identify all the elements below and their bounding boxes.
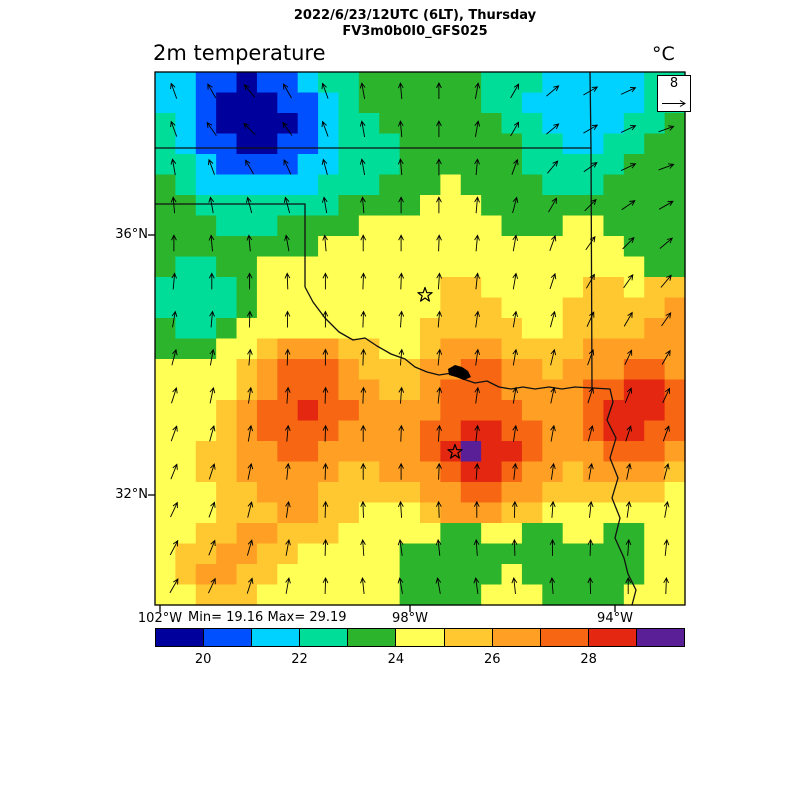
colorbar-segment <box>636 629 685 646</box>
lat-label-36n: 36°N <box>115 227 148 242</box>
colorbar-tick-label: 24 <box>387 652 405 667</box>
colorbar-segment <box>348 629 397 646</box>
lake-marker <box>448 365 471 380</box>
colorbar-segment <box>492 629 541 646</box>
colorbar-segment <box>588 629 637 646</box>
model-name-title: FV3m0b0I0_GFS025 <box>342 24 488 39</box>
lon-label-102w: 102°W <box>137 611 183 626</box>
colorbar <box>155 628 685 647</box>
star-icon <box>417 286 433 302</box>
temperature-field <box>155 72 686 606</box>
wind-reference-value: 8 <box>669 76 679 91</box>
colorbar-segment <box>396 629 445 646</box>
plot-title: 2m temperature <box>153 41 326 65</box>
colorbar-segment <box>252 629 301 646</box>
colorbar-ticks: 20 22 24 26 28 <box>155 652 685 668</box>
run-datetime-title: 2022/6/23/12UTC (6LT), Thursday <box>293 8 537 23</box>
lon-label-94w: 94°W <box>597 611 633 626</box>
star-icon <box>447 443 463 459</box>
colorbar-segment <box>444 629 493 646</box>
colorbar-segment <box>204 629 253 646</box>
map-frame <box>154 71 686 606</box>
lon-label-98w: 98°W <box>392 611 428 626</box>
colorbar-segment <box>156 629 205 646</box>
colorbar-segment <box>540 629 589 646</box>
wind-reference-box: 8 <box>657 75 691 112</box>
wind-arrows <box>169 81 675 595</box>
map-canvas <box>148 71 686 612</box>
colorbar-tick-label: 22 <box>291 652 308 667</box>
min-max-label: Min= 19.16 Max= 29.19 <box>188 610 347 625</box>
colorbar-tick-label: 28 <box>580 652 597 667</box>
lat-label-32n: 32°N <box>115 487 148 502</box>
colorbar-tick-label: 20 <box>194 652 212 667</box>
state-borders <box>155 71 637 606</box>
colorbar-tick-label: 26 <box>483 652 501 667</box>
units-label: °C <box>652 43 675 65</box>
wind-reference-arrow <box>662 100 686 107</box>
axis-ticks <box>148 234 616 612</box>
colorbar-segment <box>300 629 349 646</box>
city-star-markers <box>417 286 463 459</box>
